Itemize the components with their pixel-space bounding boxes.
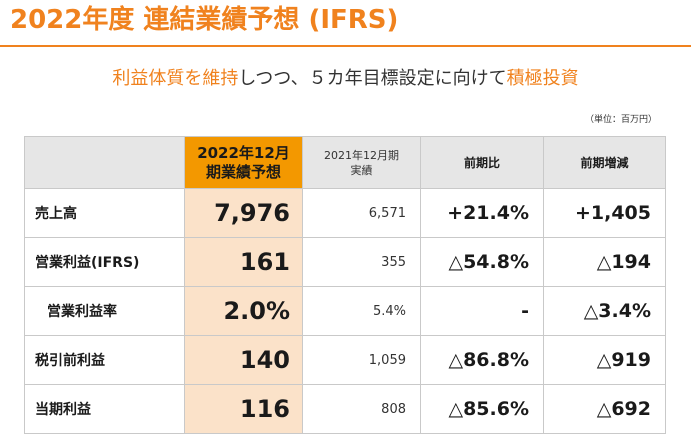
row-label: 税引前利益 [24,335,185,385]
row-label: 売上高 [24,188,185,238]
header-diff: 前期増減 [543,136,666,189]
prior-value: 6,571 [302,188,421,238]
diff-value: △919 [543,335,666,385]
subtitle-highlight-1: 利益体質を維持 [112,68,239,89]
header-yoy: 前期比 [420,136,544,189]
forecast-value: 140 [184,335,303,385]
yoy-value: +21.4% [420,188,544,238]
row-label: 当期利益 [24,384,185,434]
header-prior-line1: 2021年12月期 [324,148,399,162]
yoy-value: △85.6% [420,384,544,434]
page-title: 2022年度 連結業績予想 (IFRS) [10,5,399,35]
forecast-value: 161 [184,237,303,287]
table-row: 税引前利益 140 1,059 △86.8% △919 [24,335,666,385]
header-prior-line2: 実績 [350,163,373,177]
subtitle-highlight-2: 積極投資 [506,68,579,89]
forecast-value: 2.0% [184,286,303,336]
title-divider [0,45,691,47]
prior-value: 5.4% [302,286,421,336]
header-forecast: 2022年12月 期業績予想 [184,136,303,189]
forecast-value: 7,976 [184,188,303,238]
yoy-value: △86.8% [420,335,544,385]
subtitle-middle: しつつ、５カ年目標設定に向けて [238,68,507,89]
prior-value: 355 [302,237,421,287]
diff-value: △194 [543,237,666,287]
diff-value: △3.4% [543,286,666,336]
forecast-table: 2022年12月 期業績予想 2021年12月期 実績 前期比 前期増減 売上高… [24,136,666,434]
table-header-row: 2022年12月 期業績予想 2021年12月期 実績 前期比 前期増減 [24,136,666,189]
row-label: 営業利益(IFRS) [24,237,185,287]
diff-value: +1,405 [543,188,666,238]
row-label: 営業利益率 [24,286,185,336]
diff-value: △692 [543,384,666,434]
header-blank [24,136,185,189]
prior-value: 808 [302,384,421,434]
table-row: 当期利益 116 808 △85.6% △692 [24,384,666,434]
table-row: 営業利益率 2.0% 5.4% - △3.4% [24,286,666,336]
yoy-value: - [420,286,544,336]
header-prior: 2021年12月期 実績 [302,136,421,189]
table-row: 売上高 7,976 6,571 +21.4% +1,405 [24,188,666,238]
prior-value: 1,059 [302,335,421,385]
subtitle: 利益体質を維持しつつ、５カ年目標設定に向けて積極投資 [0,64,691,90]
header-forecast-line1: 2022年12月 [197,143,290,162]
table-row: 営業利益(IFRS) 161 355 △54.8% △194 [24,237,666,287]
yoy-value: △54.8% [420,237,544,287]
header-forecast-line2: 期業績予想 [205,162,281,181]
unit-note: （単位：百万円） [584,115,657,125]
forecast-value: 116 [184,384,303,434]
